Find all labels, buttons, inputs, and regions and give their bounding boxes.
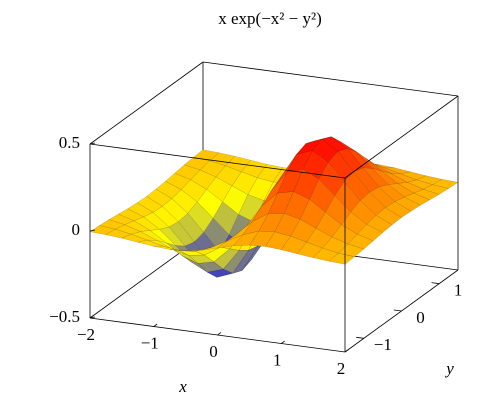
x-tick-label: 2	[337, 359, 346, 378]
y-axis-label: y	[444, 359, 454, 378]
z-tick	[89, 142, 96, 145]
x-tick	[153, 323, 158, 327]
z-tick-label: −0.5	[49, 307, 80, 326]
axis-box-line	[89, 61, 204, 145]
x-tick-label: 1	[273, 350, 282, 369]
z-tick-label: 0	[72, 220, 81, 239]
x-tick-label: −1	[141, 333, 159, 352]
z-tick-label: 0.5	[59, 133, 80, 152]
y-tick	[393, 309, 402, 312]
y-tick-label: 0	[416, 308, 425, 327]
x-tick	[217, 332, 222, 336]
x-axis-label: x	[178, 377, 187, 396]
chart-title: x exp(−x² − y²)	[218, 9, 322, 28]
y-tick	[356, 336, 364, 339]
y-tick	[431, 282, 440, 285]
surface-patch	[404, 192, 430, 206]
axis-box-line	[89, 143, 346, 179]
z-tick	[89, 229, 96, 232]
z-tick	[89, 316, 96, 319]
axis-box-line	[202, 61, 459, 97]
x-tick-label: 0	[209, 342, 218, 361]
surface-patch	[328, 252, 355, 265]
x-tick-label: −2	[77, 325, 95, 344]
x-tick	[344, 349, 349, 353]
y-tick-label: −1	[374, 335, 392, 354]
surface-patch	[423, 184, 449, 195]
y-tick-label: 1	[454, 281, 463, 300]
x-tick	[281, 340, 285, 344]
axis-box-line	[344, 95, 459, 179]
